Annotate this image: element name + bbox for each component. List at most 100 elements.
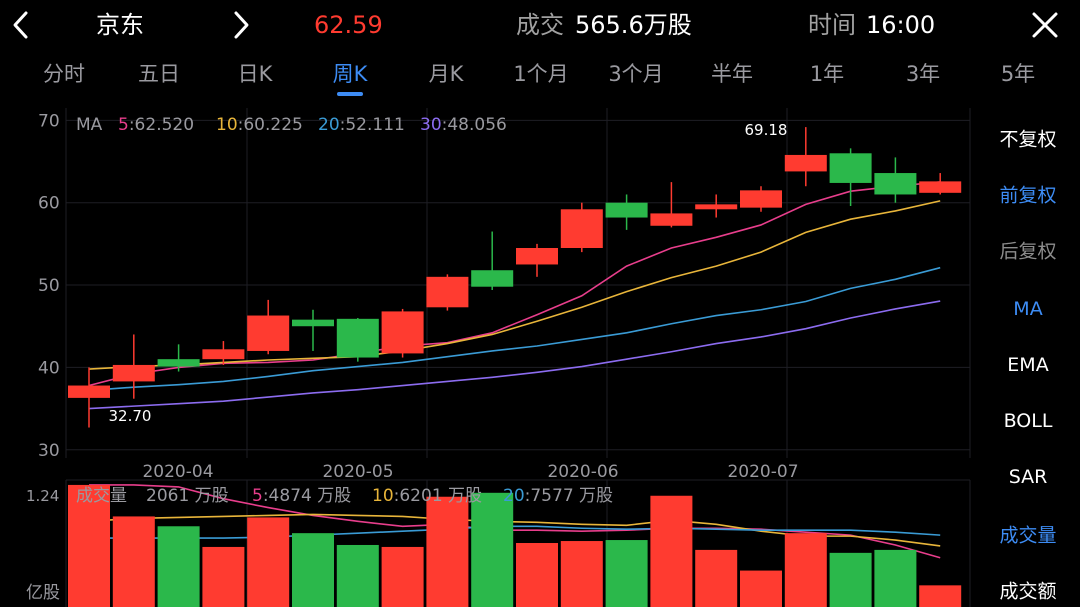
- candle-body: [650, 213, 693, 226]
- tab-1-month[interactable]: 1个月: [513, 62, 569, 86]
- ma-legend-period: 30: [420, 115, 442, 135]
- tab-3-year[interactable]: 3年: [905, 62, 941, 86]
- price-axis-tick-label: 50: [38, 276, 60, 296]
- price-axis-tick-label: 70: [38, 111, 60, 131]
- volume-bar: [471, 492, 514, 607]
- volume-bar: [336, 544, 379, 607]
- price-axis-tick-label: 40: [38, 358, 60, 378]
- menu-no-adjust[interactable]: 不复权: [999, 128, 1057, 151]
- candle-body: [247, 315, 290, 351]
- tab-half-year[interactable]: 半年: [711, 62, 753, 86]
- candle-body: [112, 364, 155, 382]
- ma-legend-5: 5:62.520: [118, 115, 194, 135]
- period-tabs: 分时 五日 日K 周K 月K 1个月 3个月 半年 1年 3年 5年: [0, 52, 1080, 96]
- candle-body: [157, 359, 200, 367]
- tab-five-day[interactable]: 五日: [138, 62, 180, 86]
- volume-bar: [919, 585, 962, 607]
- volume-bar: [112, 516, 155, 607]
- volume-ma-legend-period: 10: [372, 486, 394, 506]
- tab-monthly-k[interactable]: 月K: [428, 62, 464, 86]
- volume-label: 成交: [516, 11, 564, 39]
- date-axis-tick-label: 2020-07: [727, 462, 798, 482]
- back-arrow-icon[interactable]: [10, 10, 32, 40]
- menu-volume[interactable]: 成交量: [999, 524, 1057, 547]
- ma-legend-value: :60.225: [238, 115, 303, 135]
- menu-ma[interactable]: MA: [1013, 298, 1043, 320]
- menu-boll[interactable]: BOLL: [1003, 410, 1053, 432]
- ma-20-line: [88, 266, 941, 392]
- volume-ma-20-line: [89, 525, 941, 539]
- volume-ma-legend-period: 20: [503, 486, 525, 506]
- volume-ma-legend-value: :4874 万股: [263, 486, 351, 506]
- candle-body: [426, 276, 469, 308]
- tab-1-year[interactable]: 1年: [809, 62, 845, 86]
- ma-legend-value: :52.111: [340, 115, 405, 135]
- volume-legend-title: 成交量: [76, 486, 127, 506]
- top-bar: 京东 62.59 成交 565.6万股 时间 16:00: [0, 0, 1080, 50]
- tab-weekly-k[interactable]: 周K: [332, 62, 368, 86]
- date-axis-tick-label: 2020-05: [322, 462, 393, 482]
- date-axis-tick-label: 2020-06: [547, 462, 618, 482]
- price-axis-tick-label: 30: [38, 441, 60, 461]
- high-price-label: 69.18: [745, 121, 788, 139]
- volume-bar: [560, 541, 603, 607]
- time-value: 16:00: [866, 11, 936, 39]
- volume-bar: [202, 546, 245, 607]
- ma-10-line: [88, 200, 941, 370]
- volume-bar: [650, 495, 693, 607]
- volume-bar: [784, 533, 827, 607]
- menu-backward-adjust[interactable]: 后复权: [999, 240, 1057, 263]
- volume-ma-5-line: [89, 484, 941, 559]
- ma-legend-value: :48.056: [442, 115, 507, 135]
- volume-ma-legend-period: 5: [252, 486, 263, 506]
- menu-ema[interactable]: EMA: [1007, 354, 1049, 376]
- close-icon[interactable]: [1030, 10, 1060, 40]
- ma-legend-period: 10: [216, 115, 238, 135]
- tab-3-month[interactable]: 3个月: [608, 62, 664, 86]
- active-tab-indicator: [337, 92, 363, 96]
- volume-bar: [874, 549, 917, 607]
- current-price: 62.59: [314, 11, 383, 39]
- next-stock-arrow-icon[interactable]: [230, 10, 252, 40]
- tab-intraday[interactable]: 分时: [43, 62, 85, 86]
- candle-body: [919, 181, 962, 193]
- candle-body: [336, 318, 379, 358]
- volume-ma-legend-value: :7577 万股: [525, 486, 613, 506]
- ma-30-line: [88, 300, 941, 410]
- volume-ma-legend-20: 20:7577 万股: [503, 486, 613, 506]
- menu-forward-adjust[interactable]: 前复权: [999, 184, 1057, 207]
- candle-body: [695, 204, 738, 210]
- candle-body: [202, 349, 245, 360]
- ma-legend-period: 5: [118, 115, 129, 135]
- candle-body: [381, 311, 424, 354]
- stock-name: 京东: [96, 11, 144, 39]
- stock-chart[interactable]: 70 60 50 40 30 2020-04 2020-05 2020-06 2020-07 69…: [0, 0, 980, 607]
- candle-body: [740, 190, 782, 208]
- volume-bar: [740, 570, 782, 607]
- ma-legend-10: 10:60.225: [216, 115, 303, 135]
- volume-bar: [426, 496, 469, 607]
- volume-bar: [157, 526, 200, 607]
- price-axis-tick-label: 60: [38, 194, 60, 214]
- volume-ma-legend-10: 10:6201 万股: [372, 486, 482, 506]
- candle-body: [560, 209, 603, 248]
- volume-bar: [292, 533, 334, 607]
- menu-sar[interactable]: SAR: [1008, 466, 1048, 488]
- low-price-label: 32.70: [109, 407, 152, 425]
- candle-body: [874, 173, 917, 195]
- candle-body: [68, 385, 110, 398]
- tab-5-year[interactable]: 5年: [1000, 62, 1036, 86]
- candle-body: [471, 270, 514, 287]
- ma-legend-period: 20: [318, 115, 340, 135]
- volume-bar: [68, 484, 110, 607]
- candle-body: [516, 248, 558, 265]
- candle-body: [829, 153, 872, 183]
- volume-value: 565.6万股: [575, 11, 692, 39]
- time-label: 时间: [808, 11, 856, 39]
- volume-bar: [381, 546, 424, 607]
- tab-daily-k[interactable]: 日K: [237, 62, 273, 86]
- ma-legend-20: 20:52.111: [318, 115, 405, 135]
- ma-legend-30: 30:48.056: [420, 115, 507, 135]
- menu-turnover[interactable]: 成交额: [999, 580, 1057, 603]
- date-axis-tick-label: 2020-04: [142, 462, 213, 482]
